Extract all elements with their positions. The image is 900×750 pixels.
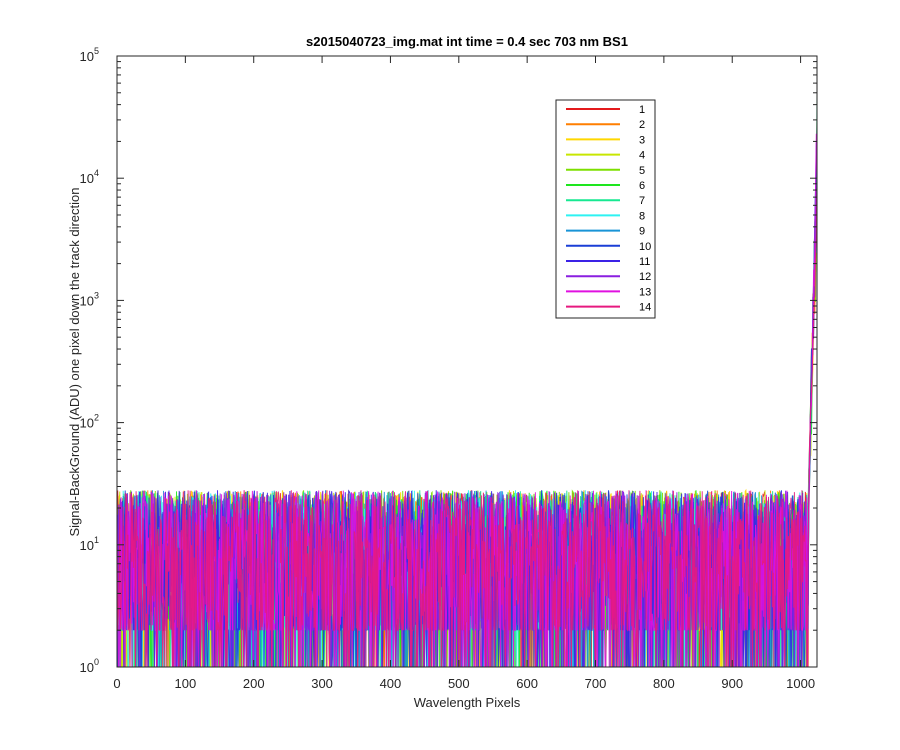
x-tick-label: 900 — [721, 676, 743, 691]
y-tick-exponent: 4 — [94, 168, 99, 178]
y-tick-base: 10 — [80, 538, 94, 553]
y-tick-label: 100 — [80, 657, 99, 675]
legend-label: 7 — [639, 195, 645, 207]
y-tick-exponent: 2 — [94, 413, 99, 423]
x-tick-label: 300 — [311, 676, 333, 691]
y-tick-exponent: 0 — [94, 657, 99, 667]
x-axis-label: Wavelength Pixels — [414, 695, 521, 710]
legend-label: 8 — [639, 210, 645, 222]
series-layer — [116, 92, 818, 668]
legend-box — [555, 99, 656, 319]
x-tick-label: 800 — [653, 676, 675, 691]
legend-label: 1 — [639, 104, 645, 116]
x-tick-label: 100 — [175, 676, 197, 691]
x-tick-label: 0 — [113, 676, 120, 691]
legend-label: 9 — [639, 226, 645, 238]
y-tick-label: 105 — [80, 46, 99, 64]
y-tick-label: 101 — [80, 535, 99, 553]
legend-label: 12 — [639, 271, 651, 283]
y-tick-base: 10 — [80, 660, 94, 675]
x-tick-label: 500 — [448, 676, 470, 691]
legend-label: 14 — [639, 302, 651, 314]
y-tick-base: 10 — [80, 416, 94, 431]
legend-label: 6 — [639, 180, 645, 192]
x-tick-label: 200 — [243, 676, 265, 691]
y-tick-label: 103 — [80, 290, 99, 308]
y-tick-base: 10 — [80, 49, 94, 64]
y-tick-exponent: 5 — [94, 46, 99, 56]
x-tick-label: 400 — [380, 676, 402, 691]
legend-label: 3 — [639, 134, 645, 146]
y-tick-label: 102 — [80, 413, 99, 431]
y-tick-label: 104 — [80, 168, 99, 186]
legend-label: 5 — [639, 165, 645, 177]
x-tick-label: 700 — [585, 676, 607, 691]
y-tick-base: 10 — [80, 293, 94, 308]
x-tick-label: 600 — [516, 676, 538, 691]
series-line-14 — [116, 173, 818, 668]
y-tick-exponent: 3 — [94, 290, 99, 300]
y-tick-base: 10 — [80, 171, 94, 186]
y-tick-exponent: 1 — [94, 535, 99, 545]
legend-label: 13 — [639, 286, 651, 298]
x-tick-label: 1000 — [786, 676, 815, 691]
legend-label: 2 — [639, 119, 645, 131]
legend-label: 11 — [639, 256, 650, 268]
y-axis-label: Signal-BackGround (ADU) one pixel down t… — [67, 187, 82, 536]
legend-label: 10 — [639, 241, 651, 253]
axes-box — [116, 55, 818, 668]
x-axis: 0 100 200 300 400 500 600 700 800 900 1000 — [113, 56, 815, 691]
legend-label: 4 — [639, 150, 645, 162]
chart-title: s2015040723_img.mat int time = 0.4 sec 7… — [306, 34, 628, 49]
